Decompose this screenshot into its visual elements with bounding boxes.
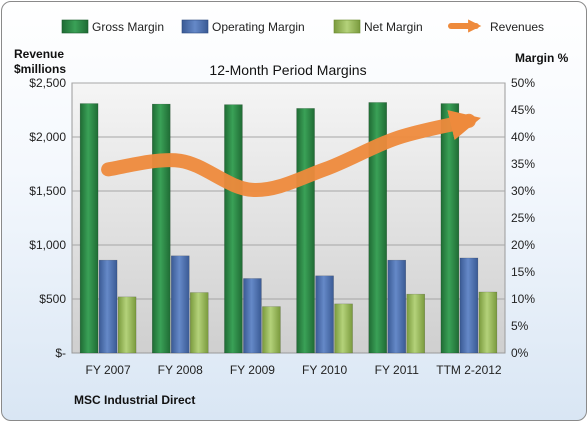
right-tick-label: 50%: [511, 76, 535, 90]
x-axis-ticks: FY 2007 FY 2008 FY 2009 FY 2010 FY 2011 TTM 2…: [86, 363, 502, 377]
x-tick-label: FY 2008: [158, 363, 203, 377]
legend-swatch-gross-margin: [61, 19, 89, 34]
left-tick-label: $-: [55, 346, 66, 360]
right-axis-title: Margin %: [515, 51, 569, 65]
left-tick-label: $500: [39, 292, 66, 306]
chart-title: 12-Month Period Margins: [209, 62, 366, 78]
bar-gross-margin-fy-2009: [224, 104, 243, 354]
legend-swatch-net-margin: [333, 19, 361, 34]
right-tick-label: 40%: [511, 130, 535, 144]
legend-label-gross-margin: Gross Margin: [92, 20, 164, 34]
legend-label-operating-margin: Operating Margin: [212, 20, 305, 34]
right-tick-label: 15%: [511, 265, 535, 279]
right-tick-label: 10%: [511, 292, 535, 306]
x-tick-label: FY 2007: [86, 363, 131, 377]
bar-gross-margin-fy-2008: [152, 103, 171, 354]
gridlines: [72, 82, 505, 300]
bar-operating-margin-fy-2010: [315, 275, 334, 354]
bar-net-margin-fy-2007: [117, 296, 137, 354]
revenue-line-layer: [101, 110, 481, 197]
company-label: MSC Industrial Direct: [74, 393, 195, 407]
bars: [79, 102, 498, 354]
right-tick-label: 30%: [511, 184, 535, 198]
legend-label-net-margin: Net Margin: [364, 20, 423, 34]
bar-net-margin-fy-2010: [334, 303, 353, 354]
legend-swatch-operating-margin: [181, 19, 209, 34]
bar-net-margin-fy-2009: [262, 306, 281, 354]
left-tick-label: $1,500: [29, 184, 66, 198]
left-axis-title-line2: $millions: [14, 62, 66, 76]
x-tick-label: FY 2010: [302, 363, 347, 377]
left-axis-ticks: $- $500 $1,000 $1,500 $2,000 $2,500: [29, 76, 66, 360]
right-tick-label: 20%: [511, 238, 535, 252]
right-tick-label: 5%: [511, 319, 529, 333]
legend: Gross Margin Operating Margin Net Margin…: [61, 19, 544, 34]
legend-label-revenues: Revenues: [490, 20, 544, 34]
right-tick-label: 45%: [511, 103, 535, 117]
bar-gross-margin-ttm-2-2012: [440, 103, 460, 354]
left-tick-label: $2,500: [29, 76, 66, 90]
right-tick-label: 25%: [511, 211, 535, 225]
right-tick-label: 0%: [511, 346, 529, 360]
right-tick-label: 35%: [511, 157, 535, 171]
bar-net-margin-fy-2011: [406, 293, 425, 354]
bar-operating-margin-fy-2007: [98, 259, 118, 354]
bar-gross-margin-fy-2011: [368, 102, 387, 354]
left-tick-label: $2,000: [29, 130, 66, 144]
bar-net-margin-ttm-2-2012: [478, 291, 498, 354]
left-axis-title-line1: Revenue: [14, 47, 64, 61]
left-axis-title: Revenue $millions: [14, 47, 67, 76]
bar-operating-margin-ttm-2-2012: [459, 257, 479, 354]
bar-operating-margin-fy-2011: [387, 259, 406, 354]
bar-gross-margin-fy-2007: [79, 103, 99, 354]
bar-net-margin-fy-2008: [190, 292, 209, 354]
x-tick-label: TTM 2-2012: [436, 363, 502, 377]
x-tick-label: FY 2009: [230, 363, 275, 377]
right-axis-ticks: 0% 5% 10% 15% 20% 25% 30% 35% 40% 45% 50%: [511, 76, 535, 360]
revenue-line: [101, 110, 481, 197]
left-tick-label: $1,000: [29, 238, 66, 252]
bar-gross-margin-fy-2010: [296, 108, 315, 354]
x-tick-label: FY 2011: [375, 363, 420, 377]
bar-operating-margin-fy-2008: [171, 255, 190, 354]
bar-operating-margin-fy-2009: [243, 278, 262, 354]
